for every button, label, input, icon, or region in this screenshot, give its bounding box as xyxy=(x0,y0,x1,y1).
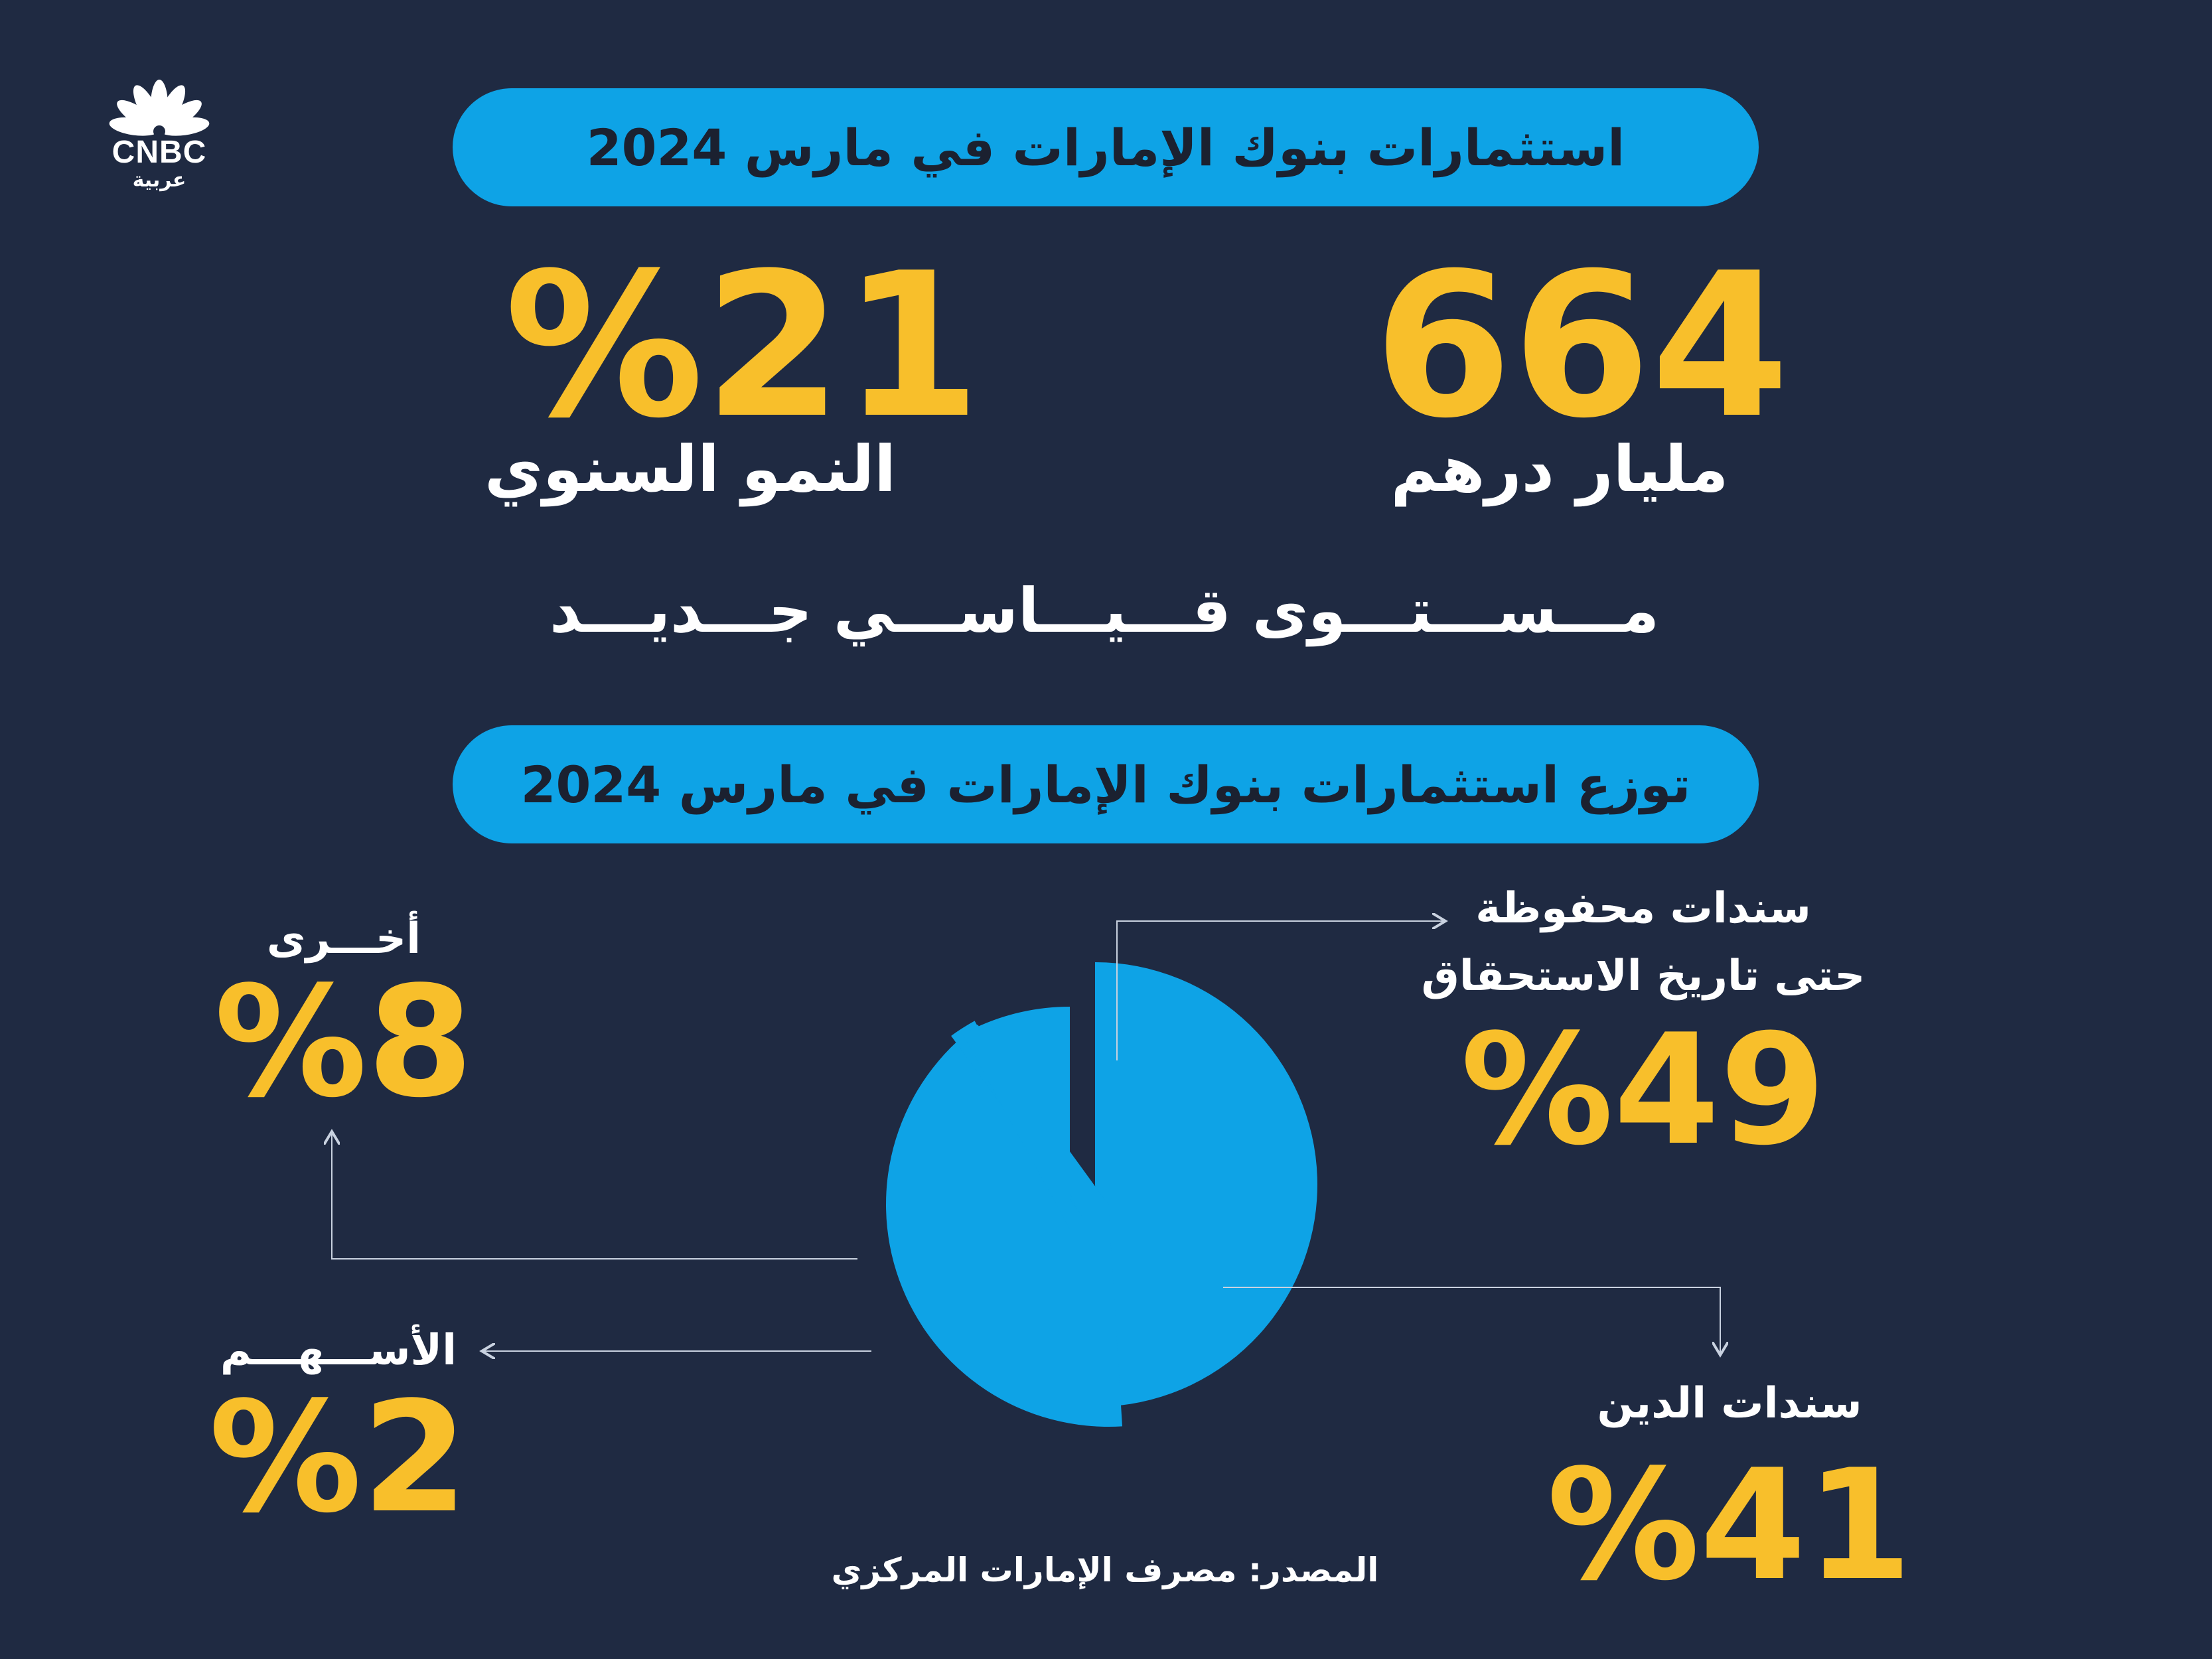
slice-label-equities: الأســـهـــم xyxy=(220,1324,457,1375)
pie-slice-debt-bonds xyxy=(886,1024,1123,1427)
slice-label-debt-bonds: سندات الدين xyxy=(1597,1379,1862,1428)
slice-label-held-bonds: سندات محفوظة xyxy=(1475,884,1811,933)
growth-value: %21 xyxy=(504,230,982,462)
pie-slice-others xyxy=(962,1007,1070,1229)
total-label: مليار درهم xyxy=(1390,432,1729,506)
logo-subtitle: عربية xyxy=(132,169,186,192)
logo-wordmark: CNBC xyxy=(111,135,207,170)
section-title: توزع استثمارات بنوك الإمارات في مارس 202… xyxy=(453,725,1759,843)
slice-value-held-bonds: %49 xyxy=(1461,1002,1826,1179)
leader-line-held-bonds xyxy=(1116,921,1445,1060)
cnbc-logo: CNBC عربية xyxy=(100,78,219,192)
header-title: استثمارات بنوك الإمارات في مارس 2024 xyxy=(453,88,1759,206)
slice-value-equities: %2 xyxy=(209,1370,468,1547)
source-note: المصدر: مصرف الإمارات المركزي xyxy=(831,1551,1379,1589)
leader-line-debt-bonds xyxy=(1223,1287,1720,1355)
total-value: 664 xyxy=(1374,230,1790,462)
slice-value-debt-bonds: %41 xyxy=(1547,1437,1913,1615)
slice-label-others: أخـــرى xyxy=(267,910,421,964)
peacock-icon xyxy=(109,80,210,137)
leader-line-others xyxy=(332,1131,857,1260)
record-level-text: مـــســـتـــوى قـــيـــاســـي جـــديـــد xyxy=(550,575,1659,646)
slice-value-others: %8 xyxy=(214,954,473,1131)
growth-label: النمو السنوي xyxy=(484,432,897,506)
slice-label-held-bonds-line2: حتى تاريخ الاستحقاق xyxy=(1422,952,1866,1001)
pie-slice-held-bonds xyxy=(1095,962,1317,1407)
